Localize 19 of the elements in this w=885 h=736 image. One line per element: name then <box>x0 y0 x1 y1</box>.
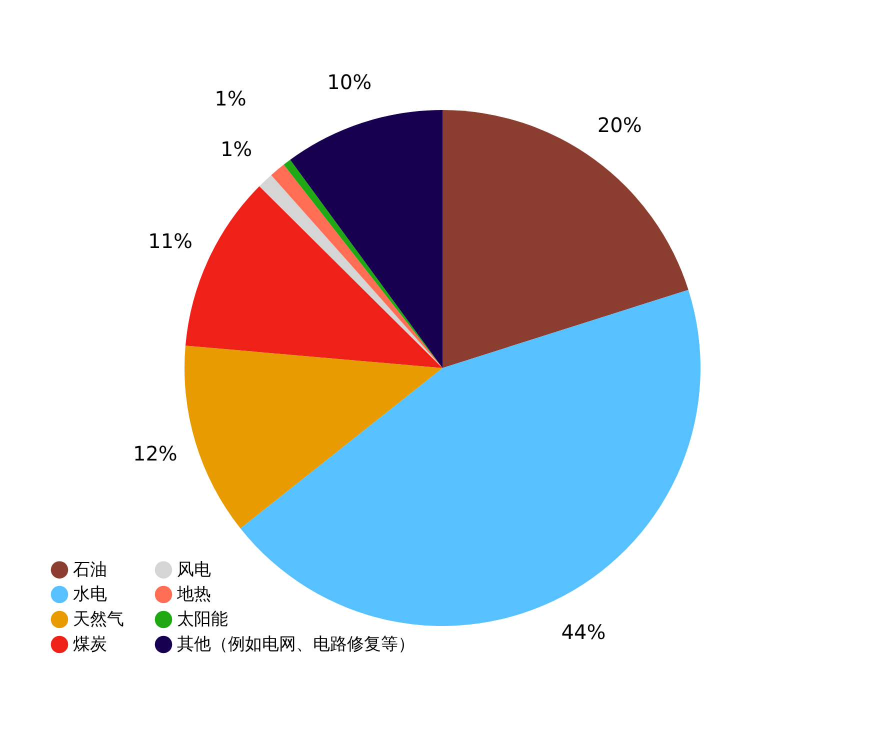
legend-label: 其他（例如电网、电路修复等） <box>177 634 415 654</box>
data-label: 44% <box>561 620 606 644</box>
data-label: 11% <box>148 228 193 253</box>
pie-slice <box>240 290 700 626</box>
data-label: 1% <box>220 137 252 162</box>
pie-slice <box>184 346 442 528</box>
legend-label: 风电 <box>177 560 211 580</box>
legend-label: 煤炭 <box>73 634 107 654</box>
legend-label: 地热 <box>176 584 211 604</box>
data-label: 10% <box>327 70 372 94</box>
data-label: 20% <box>597 112 642 137</box>
data-label: 12% <box>132 441 178 466</box>
legend-label: 石油 <box>73 560 107 580</box>
pie-slice <box>442 110 688 368</box>
pie-slice <box>290 110 442 368</box>
data-label: 1% <box>214 86 246 111</box>
legend-label: 太阳能 <box>177 610 228 630</box>
legend-label: 水电 <box>73 584 107 604</box>
legend-label: 天然气 <box>73 610 124 630</box>
